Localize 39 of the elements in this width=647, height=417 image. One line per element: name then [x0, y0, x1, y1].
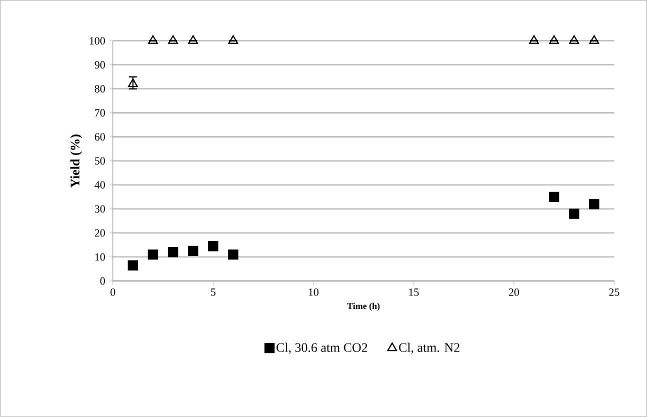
y-axis-title: Yield (%) [70, 134, 82, 188]
legend-label: Cl, atm. N2 [399, 342, 460, 354]
y-tick-label: 100 [90, 37, 105, 45]
point [128, 260, 138, 271]
x-axis-title: Time (h) [347, 302, 380, 311]
point [148, 35, 158, 44]
y-tick-label: 10 [95, 253, 105, 261]
y-tick-label: 70 [95, 109, 105, 117]
y-tick-label: 0 [100, 277, 105, 285]
x-tick-label: 0 [110, 288, 116, 296]
point [529, 35, 539, 44]
point [568, 208, 580, 219]
point [188, 246, 198, 256]
point [188, 35, 198, 44]
point [569, 35, 580, 44]
x-tick-label: 5 [211, 288, 216, 296]
point [549, 35, 559, 44]
point [589, 199, 600, 210]
y-tick-label: 80 [94, 85, 105, 93]
point [168, 35, 178, 44]
x-tick-label: 20 [508, 288, 519, 296]
y-tick-label: 40 [94, 181, 105, 189]
point [168, 247, 178, 258]
y-tick-label: 20 [94, 229, 105, 237]
point [128, 78, 138, 88]
y-tick-label: 90 [94, 61, 105, 69]
x-tick-label: 10 [308, 288, 318, 296]
legend-label: Cl, 30.6 atm CO2 [276, 342, 368, 354]
x-tick-label: 15 [409, 288, 419, 296]
y-tick-label: 50 [95, 157, 105, 165]
point [228, 250, 238, 260]
x-tick-label: 25 [609, 288, 620, 296]
point [589, 35, 600, 44]
point [548, 192, 560, 202]
point [208, 241, 218, 252]
y-tick-label: 30 [94, 205, 105, 213]
point [228, 35, 238, 44]
y-tick-label: 60 [94, 133, 105, 141]
point [148, 250, 158, 260]
